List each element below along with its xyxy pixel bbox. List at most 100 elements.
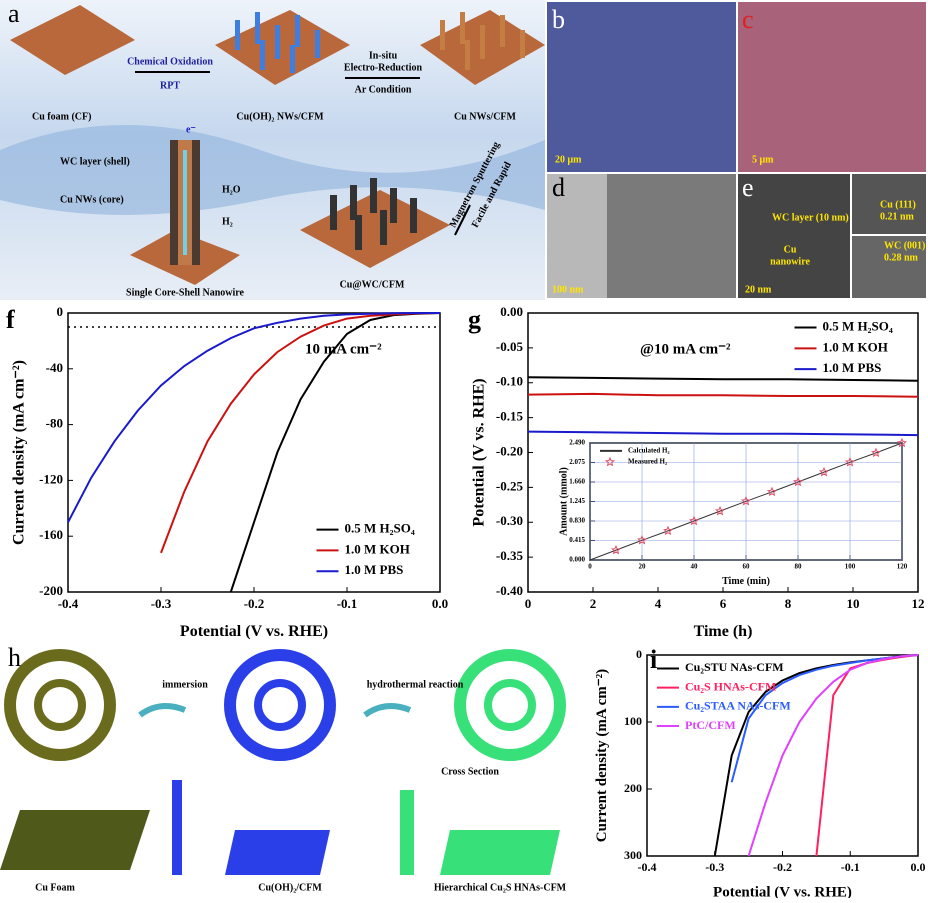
y-tick-label: -0.30	[496, 513, 523, 528]
label: Cross Section	[441, 766, 499, 777]
y-tick-label: 300	[624, 848, 642, 862]
series-line	[527, 430, 919, 437]
annotation: @10 mA cm⁻²	[640, 341, 731, 357]
panel-label: d	[552, 173, 565, 202]
label: Cu NWs (core)	[60, 194, 124, 205]
panel-h: h immersion hydrothermal reaction Cross …	[0, 643, 567, 893]
x-tick-label: 0	[525, 596, 532, 611]
marker	[740, 496, 752, 506]
y-tick-label: -0.10	[496, 374, 523, 389]
x-axis-label: Potential (V vs. RHE)	[180, 623, 328, 640]
hrtem-2	[852, 236, 926, 298]
panel-label: i	[650, 645, 657, 674]
y-tick-label: -200	[39, 583, 63, 598]
label: Cu@WC/CFM	[340, 279, 405, 290]
arrow	[138, 703, 187, 718]
nanowires-wc	[330, 178, 417, 250]
label: In-situ	[369, 50, 398, 61]
cu2s-wire	[400, 790, 414, 875]
panel-label: f	[6, 305, 15, 334]
sem-c	[738, 2, 926, 172]
y-tick-label: -40	[46, 360, 63, 375]
y-tick-label: -0.25	[496, 478, 524, 493]
label: immersion	[162, 679, 208, 690]
legend-marker	[604, 456, 616, 467]
series-line	[67, 312, 440, 523]
label: H₂	[222, 216, 233, 227]
y-tick-label: 0.00	[500, 304, 523, 319]
x-tick-label: 80	[795, 563, 803, 571]
panel-label: g	[468, 305, 481, 334]
x-axis-label: Time (min)	[722, 576, 770, 587]
marker	[636, 535, 648, 545]
legend-label: 0.5 M H₂SO₄	[345, 521, 415, 536]
y-axis-label: Current density (mA cm⁻²)	[594, 669, 610, 842]
y-axis-label: Amount (mmol)	[558, 467, 569, 536]
legend-label: Measured H₂	[628, 458, 667, 466]
label: Cu Foam	[35, 882, 75, 893]
marker	[610, 544, 622, 555]
label: Cu	[784, 244, 797, 255]
micrographs: b 20 μm c 5 μm d 100 nm e 20 nm WC layer…	[547, 2, 926, 298]
x-axis-label: Time (h)	[694, 623, 753, 640]
y-axis-label: Current density (mA cm⁻²)	[11, 360, 28, 545]
x-tick-label: 60	[743, 563, 751, 571]
water	[0, 125, 545, 215]
x-tick-label: 12	[912, 596, 925, 611]
marker	[897, 437, 907, 448]
legend-label: 1.0 M KOH	[823, 339, 888, 354]
x-tick-label: -0.4	[58, 596, 79, 611]
label: 0.21 nm	[880, 211, 915, 222]
cu-foam	[10, 5, 135, 75]
panel-label: c	[742, 5, 754, 34]
x-tick-label: 10	[847, 596, 860, 611]
y-tick-label: -0.40	[496, 583, 523, 598]
x-tick-label: 100	[845, 563, 856, 571]
y-tick-label: -0.15	[496, 409, 524, 424]
y-tick-label: 0	[636, 647, 642, 661]
x-tick-label: 0.0	[911, 860, 926, 874]
scale-bar: 20 nm	[745, 284, 772, 295]
y-tick-label: 1.660	[569, 478, 585, 486]
y-tick-label: 1.245	[569, 497, 585, 505]
foam-oh	[215, 10, 350, 85]
marker	[793, 476, 803, 487]
annotation: 10 mA cm⁻²	[305, 341, 382, 357]
legend-label: 1.0 M PBS	[823, 360, 882, 375]
legend-label: Cu₂STAA NAs-CFM	[685, 699, 791, 713]
plot-area	[67, 312, 441, 593]
oh-3d	[254, 679, 306, 731]
y-tick-label: -0.20	[496, 443, 523, 458]
foam-sheet	[0, 810, 150, 870]
x-tick-label: -0.2	[773, 860, 792, 874]
marker	[714, 505, 726, 516]
label: Ar Condition	[355, 84, 412, 95]
panel-label: h	[8, 643, 21, 672]
oh-array	[225, 830, 330, 875]
y-tick-label: -80	[46, 416, 63, 431]
label: Cu (111)	[880, 199, 916, 210]
legend-label: 0.5 M H₂SO₄	[823, 319, 893, 334]
panel-a: a Cu foam (CF) Chemical Oxidation RPT Cu…	[0, 0, 545, 300]
foam-3d	[4, 649, 116, 761]
nanowires-blue	[235, 12, 320, 73]
legend-label: Cu₂STU NAs-CFM	[685, 660, 784, 674]
x-tick-label: 6	[720, 596, 727, 611]
label: Electro-Reduction	[344, 62, 423, 73]
y-tick-label: -160	[39, 527, 63, 542]
x-tick-label: -0.1	[841, 860, 860, 874]
label: e⁻	[186, 124, 196, 135]
y-tick-label: 2.490	[569, 439, 585, 447]
x-tick-label: -0.3	[705, 860, 724, 874]
cu2s-array	[440, 830, 560, 875]
label: WC layer (10 nm)	[772, 212, 849, 223]
oh-wire	[172, 780, 182, 875]
x-tick-label: 20	[639, 563, 647, 571]
y-axis-label: Potential (V vs. RHE)	[471, 378, 488, 526]
oh-3d	[224, 649, 336, 761]
hrtem-1	[852, 174, 926, 234]
y-tick-label: 0.830	[569, 517, 585, 525]
label: 0.28 nm	[884, 252, 919, 263]
label: Cu(OH)₂/CFM	[258, 882, 322, 893]
